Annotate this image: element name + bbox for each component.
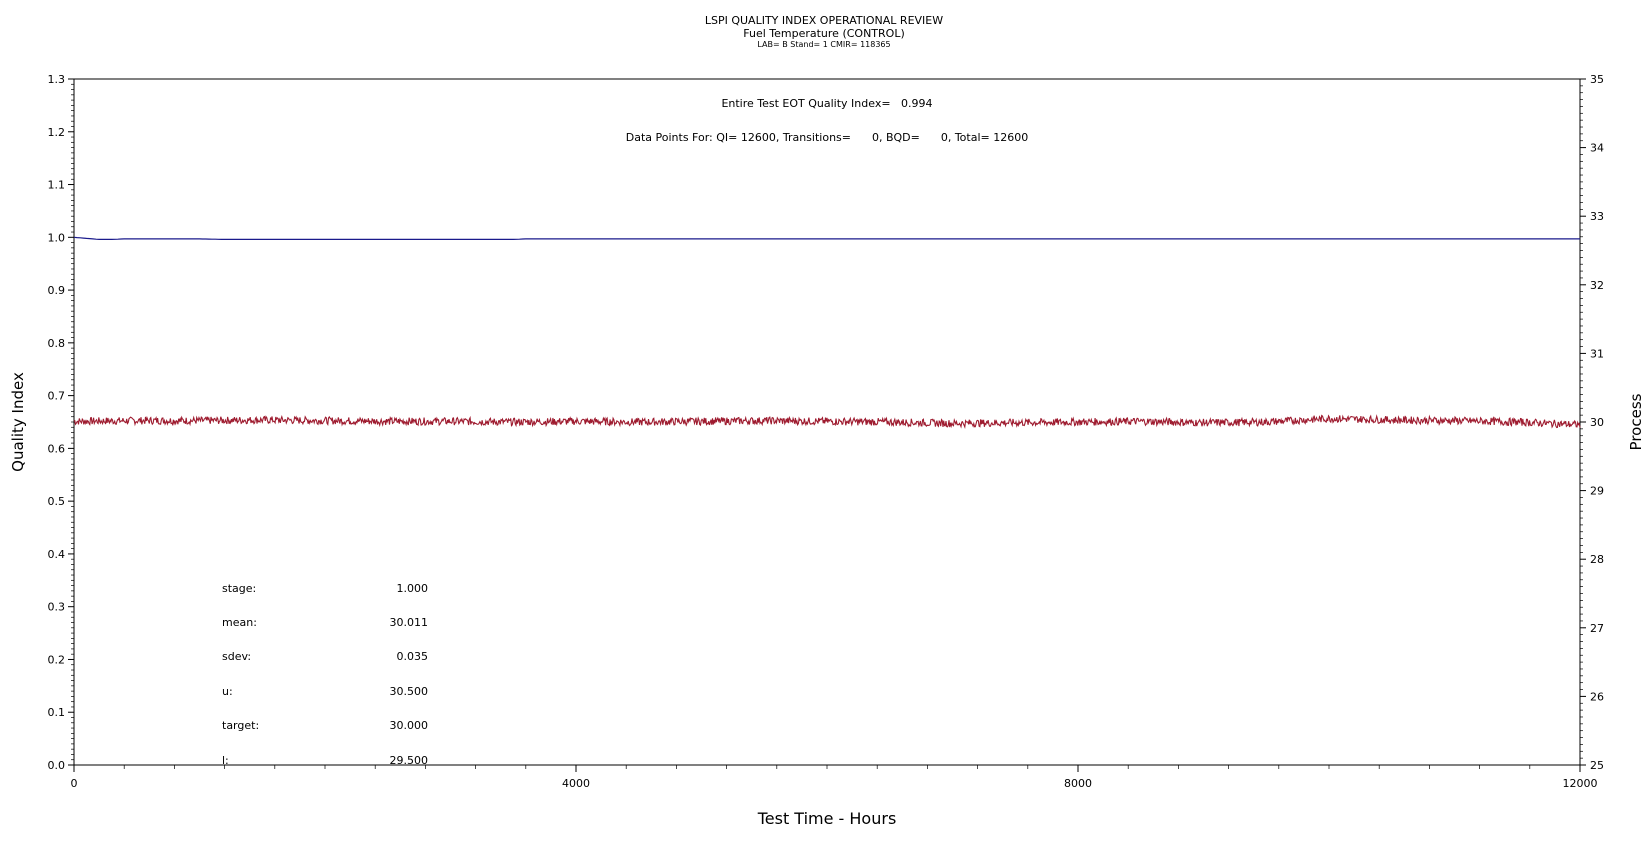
y-tick-label: 0.1 (48, 706, 66, 719)
x-tick-label: 0 (71, 777, 78, 790)
y-tick-label: 0.9 (48, 284, 66, 297)
chart-subtitle: Fuel Temperature (CONTROL) (743, 27, 905, 40)
chart-title: LSPI QUALITY INDEX OPERATIONAL REVIEW (704, 14, 944, 27)
stat-label: l: (222, 754, 229, 767)
stat-label: mean: (222, 616, 257, 629)
stat-value: 30.000 (390, 719, 429, 732)
y-tick-label: 0.2 (48, 653, 66, 666)
stat-label: u: (222, 685, 233, 698)
chart-title-block: LSPI QUALITY INDEX OPERATIONAL REVIEW Fu… (0, 14, 1648, 50)
x-axis-title: Test Time - Hours (757, 809, 897, 828)
y-tick-label: 0.6 (48, 442, 66, 455)
y-tick-label: 0.7 (48, 390, 66, 403)
y-tick-label: 0.0 (48, 759, 66, 772)
plot-frame (73, 78, 1581, 766)
y-tick-label: 0.8 (48, 337, 66, 350)
stat-label: target: (222, 719, 259, 732)
y-tick-label: 1.3 (48, 73, 66, 86)
y2-axis-title: Process (1627, 393, 1645, 450)
y2-tick-label: 31 (1590, 347, 1604, 360)
y2-tick-label: 29 (1590, 485, 1604, 498)
chart-info: LAB= B Stand= 1 CMIR= 118365 (757, 40, 891, 49)
x-tick-label: 4000 (562, 777, 590, 790)
y-tick-label: 0.5 (48, 495, 66, 508)
y2-tick-label: 30 (1590, 416, 1604, 429)
y2-tick-label: 35 (1590, 73, 1604, 86)
x-tick-label: 12000 (1563, 777, 1598, 790)
y-axis-title: Quality Index (9, 372, 27, 472)
quality-index-annotation: Entire Test EOT Quality Index= 0.994 (721, 97, 932, 110)
y-tick-label: 1.0 (48, 231, 66, 244)
process-series-line (73, 414, 1581, 429)
y2-tick-label: 32 (1590, 279, 1604, 292)
stat-value: 29.500 (390, 754, 429, 767)
y-tick-label: 1.1 (48, 179, 66, 192)
y2-tick-label: 33 (1590, 210, 1604, 223)
x-tick-label: 8000 (1064, 777, 1092, 790)
data-points-annotation: Data Points For: QI= 12600, Transitions=… (626, 131, 1028, 144)
stat-value: 30.011 (390, 616, 429, 629)
axes-layer: 0.0 0.1 0.2 0.3 0.4 0.5 0.6 0.7 0.8 0.9 1.0 1.1 1.2 1… (48, 73, 1605, 790)
y2-tick-label: 28 (1590, 553, 1604, 566)
y-tick-label: 1.2 (48, 126, 66, 139)
y-tick-label: 0.3 (48, 601, 66, 614)
y-tick-label: 0.4 (48, 548, 66, 561)
series-layer (73, 236, 1581, 429)
stat-label: stage: (222, 582, 256, 595)
y2-tick-label: 26 (1590, 690, 1604, 703)
quality_index-series-line (73, 236, 1580, 240)
text-layer: Test Time - Hours Quality Index Process Ent… (9, 97, 1645, 828)
y2-tick-label: 34 (1590, 142, 1604, 155)
stat-value: 0.035 (397, 650, 429, 663)
y2-tick-label: 27 (1590, 622, 1604, 635)
stat-value: 30.500 (390, 685, 429, 698)
stat-value: 1.000 (397, 582, 429, 595)
y2-tick-label: 25 (1590, 759, 1604, 772)
stat-label: sdev: (222, 650, 251, 663)
